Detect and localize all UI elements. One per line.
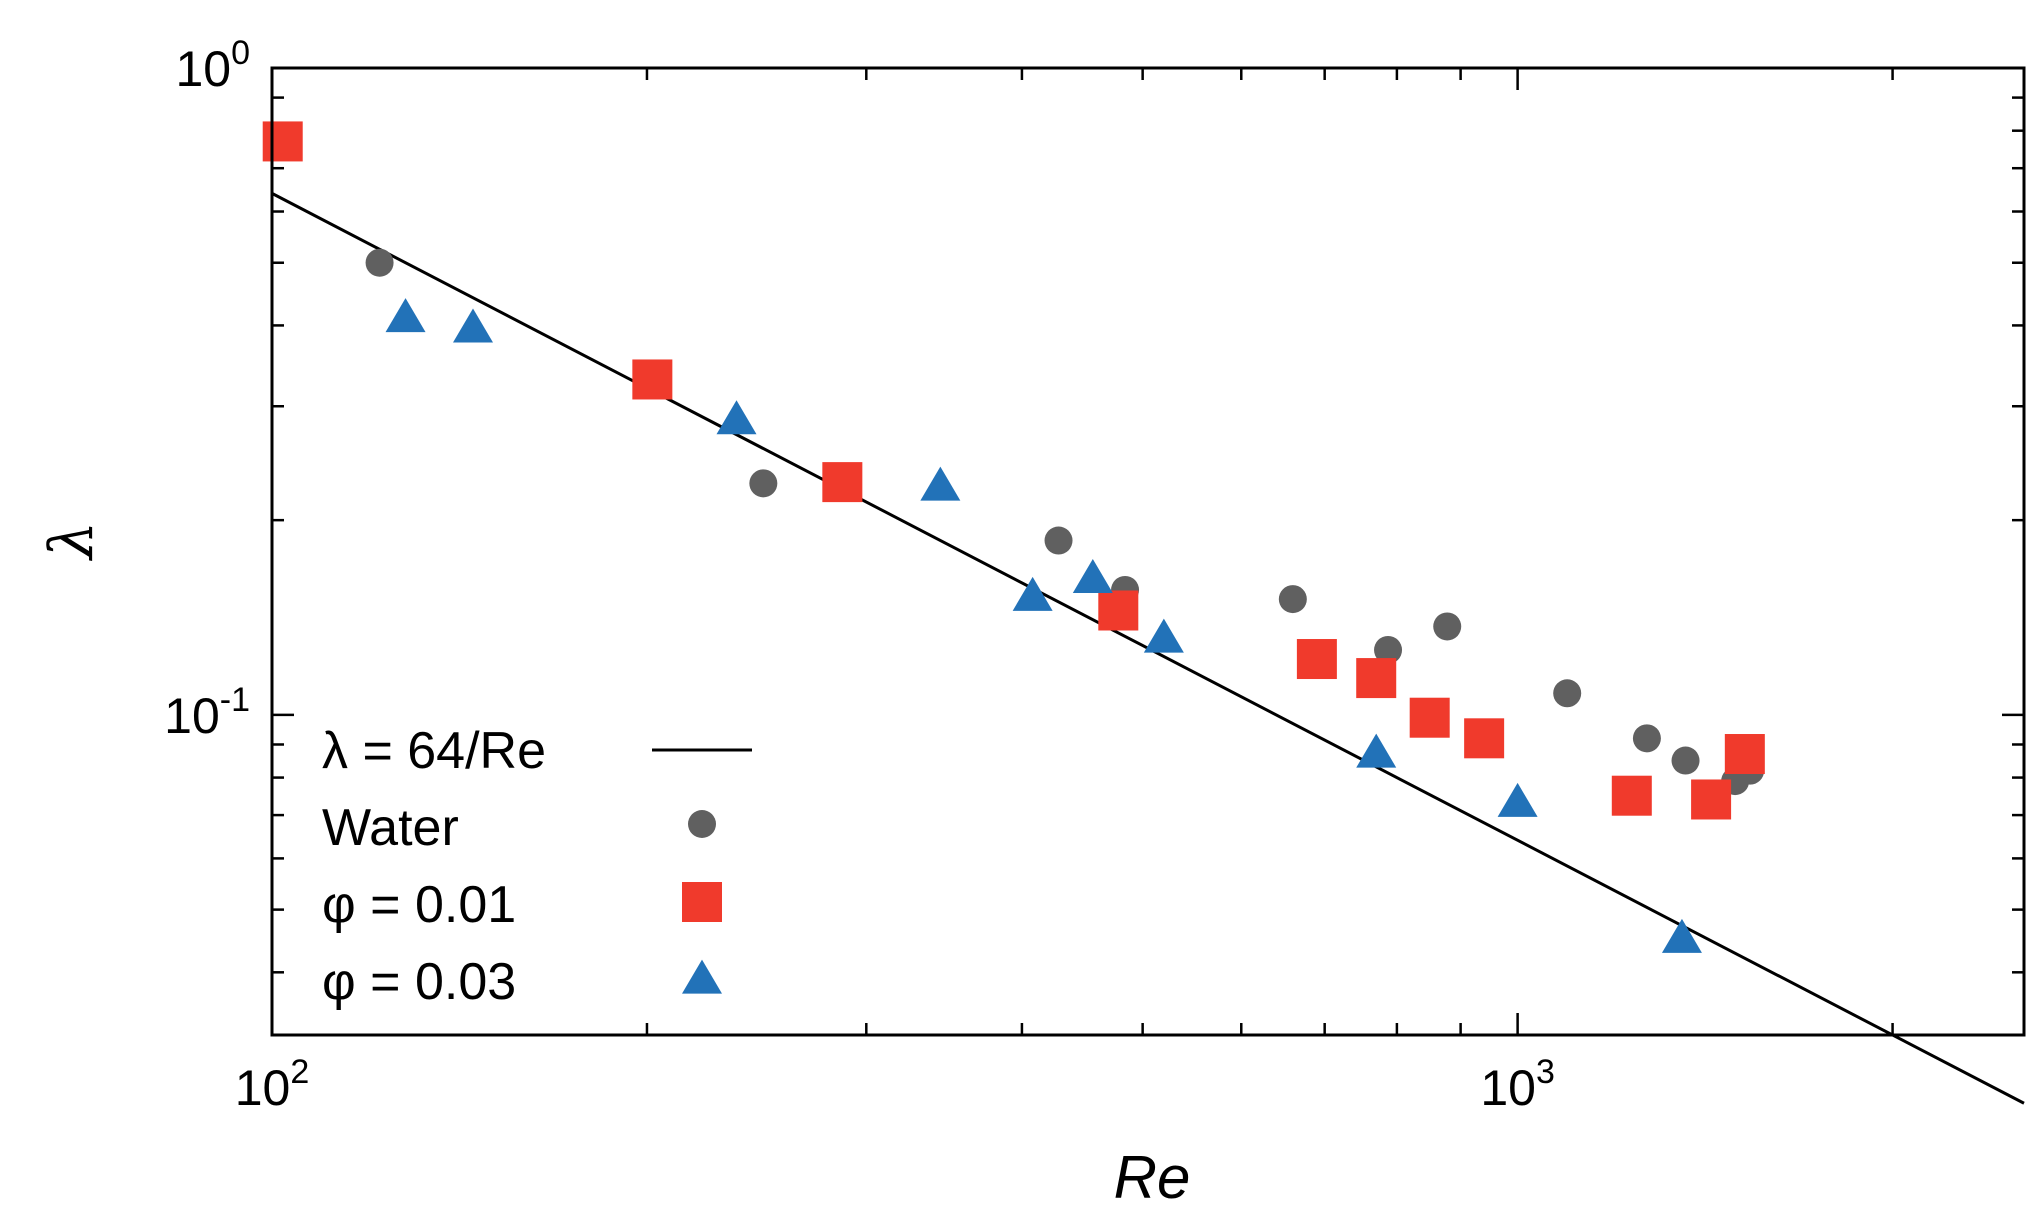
legend-swatch-phi-003 xyxy=(682,959,722,994)
legend-label-line: λ = 64/Re xyxy=(322,722,546,780)
series-phi-003 xyxy=(385,298,1702,953)
legend-swatch-phi-001 xyxy=(682,882,722,922)
point-water xyxy=(1374,635,1403,664)
point-phi-001 xyxy=(822,462,863,503)
y-tick-label: 10-1 xyxy=(164,681,250,744)
point-phi-003 xyxy=(385,298,426,333)
point-water xyxy=(749,469,778,498)
point-water xyxy=(1671,746,1700,775)
point-phi-003 xyxy=(453,308,494,343)
legend-swatch-water xyxy=(688,810,716,838)
point-phi-001 xyxy=(1691,779,1732,820)
point-phi-003 xyxy=(1012,576,1053,611)
point-phi-001 xyxy=(1611,775,1652,816)
point-water xyxy=(1632,724,1661,753)
point-water xyxy=(1044,526,1073,555)
x-tick-label: 103 xyxy=(1480,1053,1555,1116)
point-phi-003 xyxy=(1497,782,1538,817)
point-phi-001 xyxy=(1356,658,1397,699)
point-water xyxy=(365,248,394,277)
point-phi-003 xyxy=(1661,918,1702,953)
legend-marker-phi-003 xyxy=(682,959,722,994)
x-axis-title: Re xyxy=(1114,1144,1191,1211)
series-phi-001 xyxy=(262,121,1765,820)
legend-marker-phi-001 xyxy=(682,882,722,922)
legend-label-water: Water xyxy=(322,799,459,857)
point-phi-003 xyxy=(1143,618,1184,653)
point-water xyxy=(1278,585,1307,614)
point-phi-003 xyxy=(920,466,961,501)
y-tick-label: 100 xyxy=(175,34,250,97)
point-phi-001 xyxy=(1464,718,1505,759)
legend: λ = 64/Re Water φ = 0.01 φ = 0.03 xyxy=(322,722,752,1011)
x-tick-label: 102 xyxy=(235,1053,310,1116)
point-water xyxy=(1553,679,1582,708)
legend-label-phi-003: φ = 0.03 xyxy=(322,953,516,1011)
axis-ticks xyxy=(270,66,2024,1035)
point-phi-003 xyxy=(1072,558,1113,593)
point-phi-001 xyxy=(1409,697,1450,738)
point-phi-001 xyxy=(632,359,673,400)
point-water xyxy=(1433,612,1462,641)
point-phi-003 xyxy=(716,400,757,435)
legend-marker-water xyxy=(688,810,716,838)
point-phi-001 xyxy=(1098,590,1139,631)
y-axis-title: λ xyxy=(37,521,107,561)
point-phi-001 xyxy=(1724,734,1765,775)
tick-labels: 102 103 10-1 100 xyxy=(164,34,1555,1116)
plot-frame xyxy=(270,66,2026,1037)
data-points xyxy=(262,121,1765,953)
point-phi-001 xyxy=(1296,639,1337,680)
legend-label-phi-001: φ = 0.01 xyxy=(322,876,516,934)
point-phi-003 xyxy=(1356,733,1397,768)
point-phi-001 xyxy=(262,121,303,162)
